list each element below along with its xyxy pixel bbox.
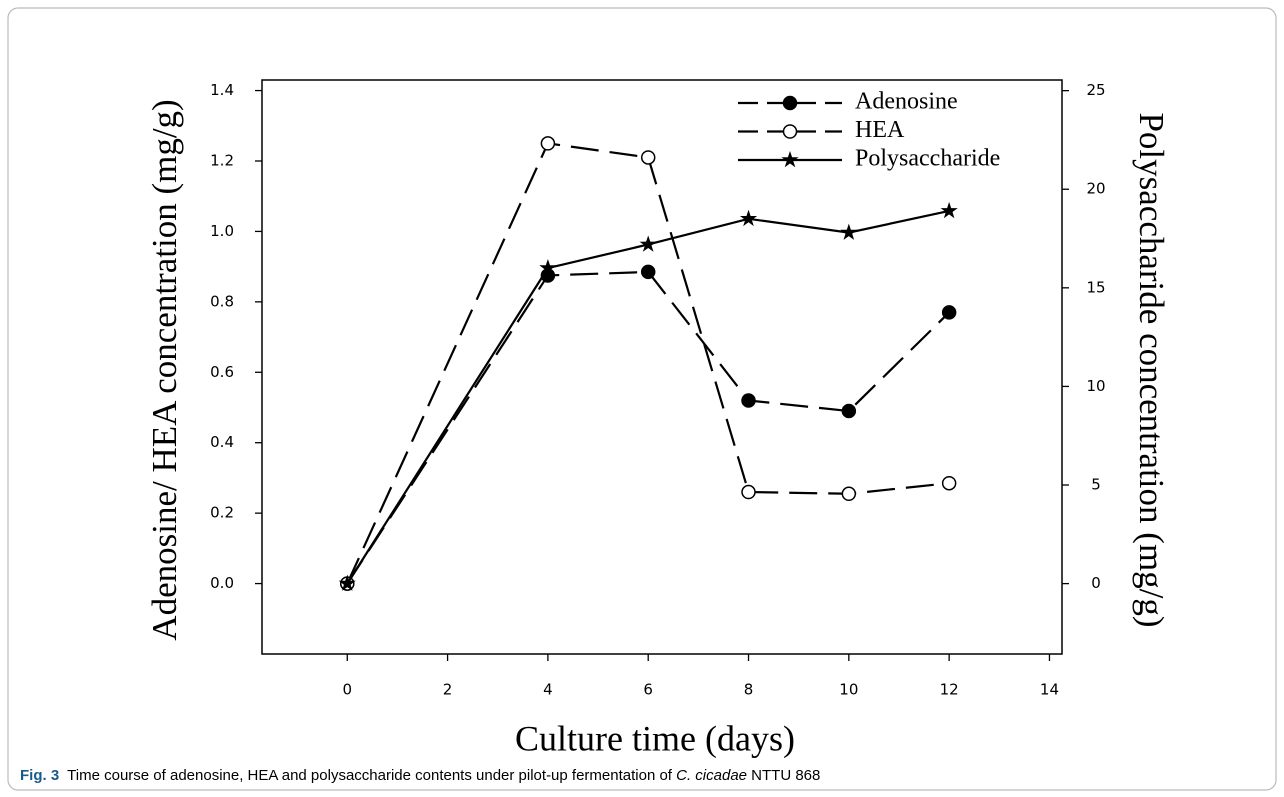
caption: Fig. 3 Time course of adenosine, HEA and … bbox=[20, 767, 820, 784]
data-point bbox=[941, 305, 957, 320]
frame bbox=[7, 7, 1277, 791]
y-tick-label: 0.2 bbox=[210, 504, 234, 522]
legend-label: HEA bbox=[855, 117, 905, 143]
legend-marker bbox=[781, 151, 799, 168]
caption-text-after: NTTU 868 bbox=[747, 767, 820, 784]
x-tick-label: 4 bbox=[543, 681, 553, 699]
data-point bbox=[940, 201, 958, 219]
data-point bbox=[640, 150, 656, 165]
x-tick-label: 6 bbox=[643, 681, 653, 699]
x-axis-title: Culture time (days) bbox=[515, 718, 795, 758]
caption-label: Fig. 3 bbox=[20, 767, 59, 784]
data-point bbox=[540, 136, 556, 151]
x-tick-label: 8 bbox=[744, 681, 754, 699]
x-tick-label: 2 bbox=[443, 681, 453, 699]
y-tick-label: 0.0 bbox=[210, 574, 234, 592]
series-line bbox=[346, 209, 950, 585]
data-point bbox=[741, 484, 756, 500]
caption-text: Time course of adenosine, HEA and polysa… bbox=[67, 767, 676, 784]
data-point bbox=[639, 235, 657, 252]
data-point bbox=[941, 475, 957, 491]
y-axis-title: Adenosine/ HEA concentration (mg/g) bbox=[145, 99, 184, 640]
plot-frame bbox=[261, 79, 1063, 655]
x-tick-label: 14 bbox=[1040, 681, 1059, 699]
y2-tick-label: 25 bbox=[1086, 81, 1105, 99]
legend-label: Polysaccharide bbox=[855, 146, 1000, 172]
series-line bbox=[346, 142, 950, 585]
data-point bbox=[741, 393, 756, 408]
y-tick-label: 0.8 bbox=[210, 292, 234, 310]
y2-tick-label: 15 bbox=[1086, 278, 1105, 296]
x-tick-label: 0 bbox=[342, 681, 352, 699]
data-point bbox=[841, 403, 857, 419]
y-tick-label: 0.6 bbox=[210, 363, 234, 381]
data-point bbox=[841, 486, 857, 502]
series-line bbox=[346, 270, 950, 585]
data-point bbox=[840, 223, 858, 240]
y-tick-label: 1.0 bbox=[210, 222, 234, 240]
y-tick-label: 1.4 bbox=[210, 81, 234, 99]
legend-label: Adenosine bbox=[855, 89, 958, 115]
y2-axis-title: Polysaccharide concentration (mg/g) bbox=[1132, 112, 1171, 627]
y-tick-label: 0.4 bbox=[210, 433, 234, 451]
y-tick-label: 1.2 bbox=[210, 151, 234, 169]
caption-species: C. cicadae bbox=[676, 767, 747, 784]
data-point bbox=[539, 259, 557, 276]
y2-tick-label: 5 bbox=[1091, 476, 1101, 494]
data-point bbox=[338, 574, 356, 591]
y2-tick-label: 10 bbox=[1086, 377, 1105, 395]
legend-marker bbox=[782, 124, 798, 139]
data-point bbox=[740, 209, 758, 227]
x-tick-label: 10 bbox=[839, 681, 858, 699]
y2-tick-label: 20 bbox=[1086, 180, 1105, 198]
x-tick-label: 12 bbox=[940, 681, 959, 699]
y2-tick-label: 0 bbox=[1091, 574, 1101, 592]
legend-marker bbox=[782, 95, 798, 111]
data-point bbox=[640, 264, 656, 280]
